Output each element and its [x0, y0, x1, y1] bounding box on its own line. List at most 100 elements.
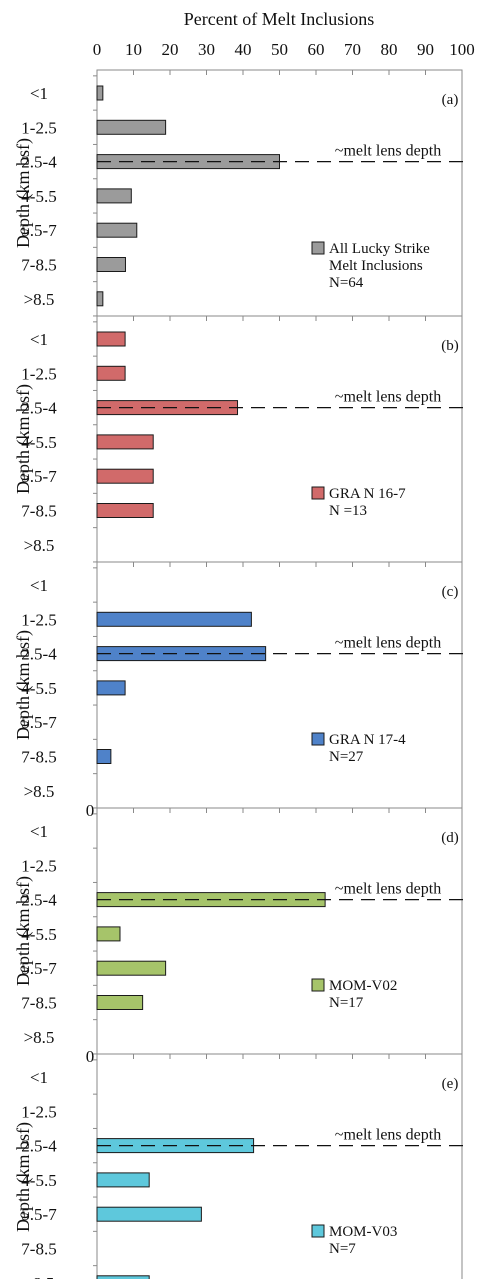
category-label: 1-2.5 [21, 1102, 56, 1121]
bar [96, 680, 126, 696]
zero-label: 0 [86, 801, 95, 820]
bar [96, 434, 154, 450]
bar [96, 291, 104, 307]
bar [96, 365, 126, 381]
bar [96, 926, 121, 942]
panel-d: <1 1-2.5 2.5-4 4-5.5 5.5-7 7-8.5 >8.5 Depth (km… [13, 807, 470, 1066]
category-label: 2.5-4 [21, 1137, 57, 1156]
bar [96, 119, 167, 135]
x-tick-label: 20 [162, 40, 179, 59]
x-axis-tick-labels: 0 10 20 30 40 50 60 70 80 90 100 [93, 40, 475, 59]
legend-swatch [311, 486, 325, 500]
legend-text: N =13 [329, 503, 367, 519]
category-label: 4-5.5 [21, 1171, 56, 1190]
y-axis-label: Depth (km bsf) [13, 630, 34, 740]
panel-frame [96, 561, 463, 809]
x-tick-label: 50 [271, 40, 288, 59]
legend-swatch [311, 732, 325, 746]
category-label: >8.5 [24, 536, 55, 555]
panel-letter: (a) [442, 92, 459, 108]
legend-text: Melt Inclusions [329, 258, 423, 274]
x-tick-label: 80 [381, 40, 398, 59]
bar [96, 222, 138, 238]
x-tick-label: 40 [235, 40, 252, 59]
panel-c: <1 1-2.5 2.5-4 4-5.5 5.5-7 7-8.5 >8.5 Depth (km… [13, 561, 470, 820]
legend-swatch [311, 241, 325, 255]
legend-text: GRA N 17-4 [329, 732, 406, 748]
panel-frame [96, 1053, 463, 1279]
panel-e: <1 1-2.5 2.5-4 4-5.5 5.5-7 7-8.5 >8.5 Depth (km… [13, 1053, 470, 1279]
melt-lens-label: ~melt lens depth [335, 881, 441, 898]
category-label: <1 [30, 330, 48, 349]
category-label: 4-5.5 [21, 187, 56, 206]
bar [96, 960, 167, 976]
category-label: >8.5 [24, 1274, 55, 1279]
category-label: 7-8.5 [21, 748, 56, 767]
melt-lens-label: ~melt lens depth [335, 1127, 441, 1144]
bar [96, 1275, 150, 1279]
category-label: <1 [30, 1068, 48, 1087]
legend-swatch [311, 978, 325, 992]
x-tick-label: 100 [449, 40, 475, 59]
legend-text: N=7 [329, 1241, 356, 1257]
panel-frame [96, 807, 463, 1055]
legend-text: MOM-V02 [329, 978, 397, 994]
category-label: >8.5 [24, 1028, 55, 1047]
panel-frame [96, 69, 463, 317]
panel-letter: (c) [442, 584, 459, 600]
bar [96, 85, 104, 101]
category-label: 7-8.5 [21, 1240, 56, 1259]
category-label: 7-8.5 [21, 256, 56, 275]
legend-text: N=27 [329, 749, 364, 765]
x-tick-label: 60 [308, 40, 325, 59]
category-label: >8.5 [24, 782, 55, 801]
category-label: 1-2.5 [21, 856, 56, 875]
category-label: 5.5-7 [21, 713, 57, 732]
category-label: 5.5-7 [21, 221, 57, 240]
legend-swatch [311, 1224, 325, 1238]
category-label: 5.5-7 [21, 1205, 57, 1224]
y-axis-label: Depth (km bsf) [13, 138, 34, 248]
category-label: 2.5-4 [21, 153, 57, 172]
legend-text: N=64 [329, 275, 364, 291]
category-label: 5.5-7 [21, 467, 57, 486]
category-label: <1 [30, 84, 48, 103]
legend-text: GRA N 16-7 [329, 486, 406, 502]
melt-lens-label: ~melt lens depth [335, 635, 441, 652]
category-label: 7-8.5 [21, 994, 56, 1013]
bar [96, 503, 154, 518]
bar [96, 331, 126, 347]
bar [96, 995, 144, 1010]
x-tick-label: 0 [93, 40, 102, 59]
zero-label: 0 [86, 1047, 95, 1066]
bar [96, 1172, 150, 1188]
y-axis-label: Depth (km bsf) [13, 876, 34, 986]
category-label: >8.5 [24, 290, 55, 309]
y-axis-label: Depth (km bsf) [13, 1122, 34, 1232]
category-label: 4-5.5 [21, 433, 56, 452]
category-label: 1-2.5 [21, 610, 56, 629]
category-label: 5.5-7 [21, 959, 57, 978]
category-label: 1-2.5 [21, 118, 56, 137]
category-label: 7-8.5 [21, 502, 56, 521]
bar [96, 188, 132, 204]
legend-text: N=17 [329, 995, 364, 1011]
legend-text: All Lucky Strike [329, 241, 430, 257]
category-label: <1 [30, 576, 48, 595]
panel-letter: (e) [442, 1076, 459, 1092]
legend-text: MOM-V03 [329, 1224, 397, 1240]
y-axis-label: Depth (km bsf) [13, 384, 34, 494]
panel-a: <1 1-2.5 2.5-4 4-5.5 5.5-7 7-8.5 >8.5 Depth (km… [13, 69, 470, 317]
melt-lens-label: ~melt lens depth [335, 143, 441, 160]
panel-letter: (d) [441, 830, 459, 846]
category-label: 2.5-4 [21, 399, 57, 418]
panel-b: <1 1-2.5 2.5-4 4-5.5 5.5-7 7-8.5 >8.5 Depth (km… [13, 315, 470, 563]
melt-lens-label: ~melt lens depth [335, 389, 441, 406]
bar [96, 749, 112, 764]
bar [96, 1206, 202, 1222]
category-label: 4-5.5 [21, 925, 56, 944]
panel-letter: (b) [441, 338, 459, 354]
category-label: <1 [30, 822, 48, 841]
chart-panels: <1 1-2.5 2.5-4 4-5.5 5.5-7 7-8.5 >8.5 Depth (km… [13, 69, 470, 1279]
